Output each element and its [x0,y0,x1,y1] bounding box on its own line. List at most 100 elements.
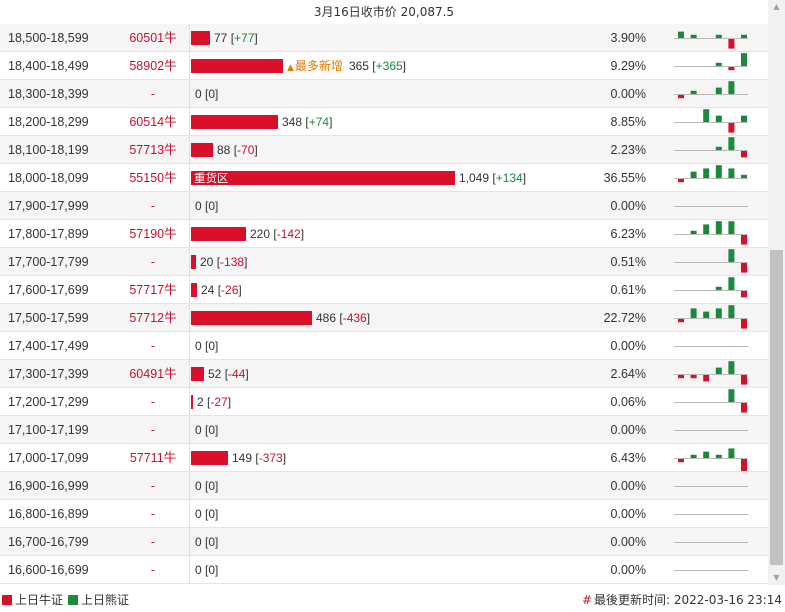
quantity-text: 20 [-138] [200,255,248,269]
price-range: 17,700-17,799 [8,255,89,269]
trend-sparkline [674,109,748,133]
scroll-down-icon[interactable]: ▼ [773,573,780,582]
quantity-bar [191,115,278,129]
quantity-value: 0 [195,423,202,437]
warrant-code[interactable]: 60491牛 [129,367,177,381]
table-row[interactable]: 16,600-16,699 - 0 [0] 0.00% [0,556,768,584]
page-title: 3月16日收市价 20,087.5 [313,5,455,19]
quantity-change: 0 [208,535,216,549]
warrant-code[interactable]: 57713牛 [129,143,177,157]
warrant-code[interactable]: 57717牛 [129,283,177,297]
sparkline-bar [690,308,697,318]
table-row[interactable]: 16,800-16,899 - 0 [0] 0.00% [0,500,768,528]
triangle-up-icon: ▲ [287,63,294,73]
sparkline-bar [715,367,722,374]
percentage: 0.51% [610,255,646,269]
table-row[interactable]: 17,700-17,799 - 20 [-138] 0.51% [0,248,768,276]
percentage: 0.00% [610,507,646,521]
warrant-code[interactable]: 60514牛 [129,115,177,129]
table-row[interactable]: 16,900-16,999 - 0 [0] 0.00% [0,472,768,500]
legend-bear-label: 上日熊证 [81,593,130,607]
percentage: 0.00% [610,479,646,493]
table-row[interactable]: 18,400-18,499 58902牛 ▲最多新增 365 [+365] 9.29% [0,52,768,80]
quantity-value: 348 [282,115,303,129]
quantity-text: 149 [-373] [232,451,287,465]
percentage: 22.72% [603,311,646,325]
sparkline-bar [741,34,747,38]
table-row[interactable]: 17,200-17,299 - 2 [-27] 0.06% [0,388,768,416]
quantity-value: 0 [195,87,202,101]
table-row[interactable]: 17,900-17,999 - 0 [0] 0.00% [0,192,768,220]
warrant-code: - [150,87,156,101]
column-divider [189,52,190,80]
table-row[interactable]: 17,600-17,699 57717牛 24 [-26] 0.61% [0,276,768,304]
quantity-text: 0 [0] [195,563,219,577]
quantity-text: 0 [0] [195,87,219,101]
sparkline-bar [703,109,710,122]
quantity-text: 0 [0] [195,199,219,213]
warrant-code[interactable]: 57190牛 [129,227,177,241]
sparkline-bar [741,459,747,472]
quantity-change: -26 [221,283,239,297]
table-row[interactable]: 18,200-18,299 60514牛 348 [+74] 8.85% [0,108,768,136]
quantity-text: 0 [0] [195,507,219,521]
table-row[interactable]: 17,300-17,399 60491牛 52 [-44] 2.64% [0,360,768,388]
column-divider [189,360,190,388]
percentage: 6.23% [610,227,646,241]
trend-sparkline [674,53,748,71]
quantity-value: 1,049 [459,171,490,185]
warrant-code[interactable]: 58902牛 [129,59,177,73]
table-row[interactable]: 17,100-17,199 - 0 [0] 0.00% [0,416,768,444]
column-divider [189,136,190,164]
table-row[interactable]: 17,000-17,099 57711牛 149 [-373] 6.43% [0,444,768,472]
table-row[interactable]: 18,500-18,599 60501牛 77 [+77] 3.90% [0,24,768,52]
quantity-text: 2 [-27] [197,395,232,409]
sparkline-bar [728,123,735,133]
percentage: 0.00% [610,563,646,577]
quantity-change: +365 [375,59,403,73]
trend-sparkline [674,305,748,329]
vertical-scrollbar[interactable]: ▲ ▼ [768,0,785,585]
warrant-code[interactable]: 57711牛 [129,451,177,465]
sparkline-bar [728,137,735,150]
sparkline-bar [741,263,747,273]
scroll-up-icon[interactable]: ▲ [773,2,780,11]
table-row[interactable]: 18,300-18,399 - 0 [0] 0.00% [0,80,768,108]
percentage: 0.00% [610,339,646,353]
sparkline-bar [715,221,722,234]
price-range: 17,500-17,599 [8,311,89,325]
sparkline-bar [715,34,722,38]
trend-sparkline [674,137,748,158]
warrant-code[interactable]: 55150牛 [129,171,177,185]
price-range: 17,400-17,499 [8,339,89,353]
bull-swatch [2,595,12,605]
table-row[interactable]: 17,500-17,599 57712牛 486 [-436] 22.72% [0,304,768,332]
scroll-thumb[interactable] [770,250,783,565]
table-row[interactable]: 17,400-17,499 - 0 [0] 0.00% [0,332,768,360]
quantity-change: 0 [208,423,216,437]
table-row[interactable]: 17,800-17,899 57190牛 220 [-142] 6.23% [0,220,768,248]
quantity-value: 0 [195,479,202,493]
sparkline-bar [703,224,710,234]
table-row[interactable]: 18,100-18,199 57713牛 88 [-70] 2.23% [0,136,768,164]
sparkline-bar [741,291,747,298]
quantity-text: 220 [-142] [250,227,305,241]
sparkline-bar [715,62,722,66]
sparkline-bar [728,221,735,234]
column-divider [189,472,190,500]
column-divider [189,24,190,52]
sparkline-bar [690,90,697,94]
trend-sparkline [674,81,748,99]
bull-bear-table: 18,500-18,599 60501牛 77 [+77] 3.90% 18,400-1… [0,24,768,584]
sparkline-bar [728,168,735,178]
table-row[interactable]: 18,000-18,099 55150牛 重货区 1,049 [+134] 36.55% [0,164,768,192]
footer: 上日牛证 上日熊证 # 最後更新时间: 2022-03-16 23:14 [0,588,785,612]
quantity-value: 0 [195,535,202,549]
trend-sparkline [674,249,748,273]
warrant-code[interactable]: 60501牛 [129,31,177,45]
sparkline-bar [715,87,722,94]
table-row[interactable]: 16,700-16,799 - 0 [0] 0.00% [0,528,768,556]
quantity-value: 0 [195,199,202,213]
price-range: 17,100-17,199 [8,423,89,437]
warrant-code[interactable]: 57712牛 [129,311,177,325]
